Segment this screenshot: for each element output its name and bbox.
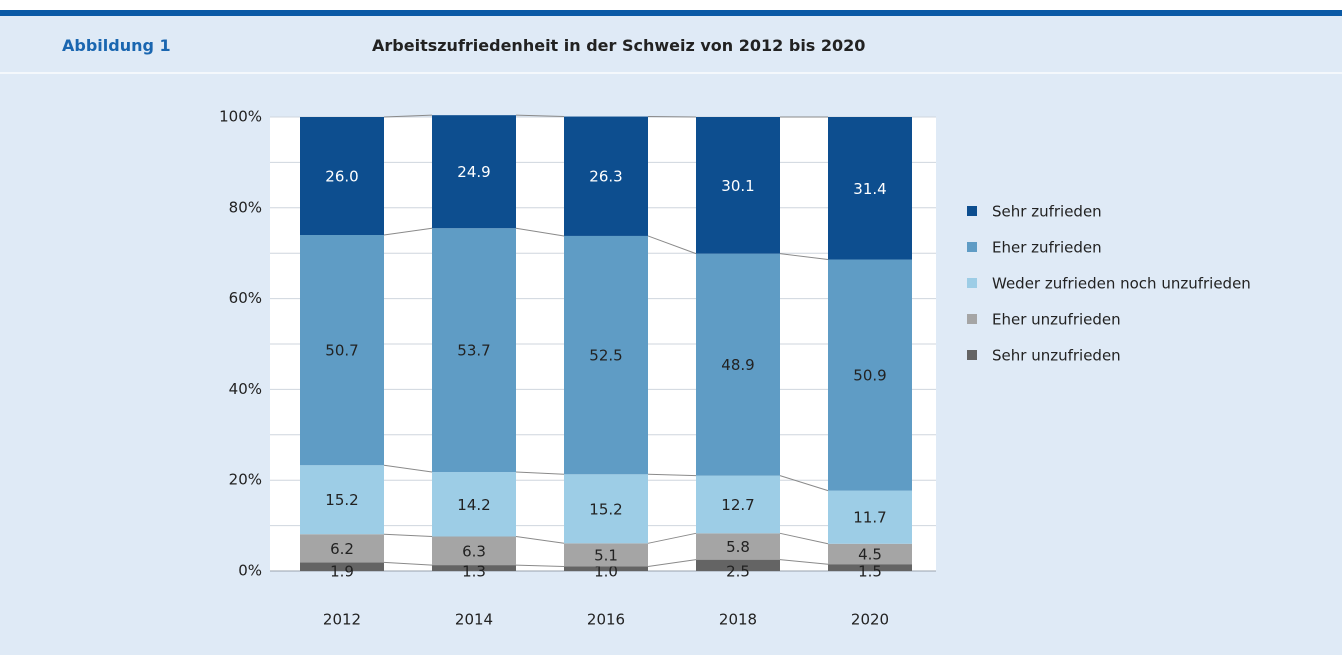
value-label: 53.7 — [457, 342, 490, 360]
connector-line — [383, 561, 433, 566]
value-label: 11.7 — [853, 509, 886, 527]
x-tick-label: 2018 — [719, 611, 757, 629]
legend-swatch — [967, 314, 977, 324]
bar-segment — [828, 543, 912, 565]
bar-segment — [300, 117, 384, 236]
bar-segment — [696, 117, 780, 254]
legend-label: Sehr zufrieden — [992, 203, 1102, 221]
value-label: 15.2 — [589, 500, 622, 518]
legend-swatch — [967, 206, 977, 216]
value-label: 12.7 — [721, 496, 754, 514]
bar-segment — [828, 564, 912, 571]
connector-line — [383, 533, 433, 537]
bar-segment — [432, 565, 516, 571]
connector-line — [779, 253, 829, 261]
connector-line — [515, 227, 565, 237]
connector-line — [383, 114, 433, 118]
value-label: 30.1 — [721, 177, 754, 195]
y-tick-label: 100% — [219, 108, 262, 126]
legend-swatch — [967, 278, 977, 288]
bar-segment — [564, 474, 648, 544]
value-label: 1.0 — [594, 563, 618, 581]
connector-line — [515, 114, 565, 118]
value-label: 52.5 — [589, 347, 622, 365]
value-label: 50.7 — [325, 342, 358, 360]
bar-segment — [432, 472, 516, 537]
value-label: 31.4 — [853, 180, 886, 198]
bar-segment — [828, 490, 912, 544]
bar-segment — [696, 533, 780, 560]
figure-header — [0, 16, 1342, 74]
x-tick-label: 2020 — [851, 611, 889, 629]
x-tick-label: 2012 — [323, 611, 361, 629]
value-label: 6.3 — [462, 542, 486, 560]
legend-label: Sehr unzufrieden — [992, 347, 1121, 365]
bar-segment — [828, 259, 912, 491]
y-tick-label: 60% — [229, 289, 262, 307]
bar-segment — [564, 566, 648, 571]
value-label: 48.9 — [721, 356, 754, 374]
value-label: 5.1 — [594, 546, 618, 564]
connector-line — [647, 559, 697, 567]
x-tick-label: 2014 — [455, 611, 493, 629]
bar-segment — [696, 253, 780, 476]
value-label: 26.3 — [589, 168, 622, 186]
y-tick-label: 40% — [229, 380, 262, 398]
value-label: 6.2 — [330, 540, 354, 558]
value-label: 1.5 — [858, 563, 882, 581]
value-label: 1.9 — [330, 563, 354, 581]
connector-line — [647, 473, 697, 477]
x-tick-label: 2016 — [587, 611, 625, 629]
bar-segment — [300, 465, 384, 535]
bar-segment — [432, 228, 516, 473]
bar-segment — [828, 117, 912, 260]
connector-line — [515, 564, 565, 567]
bar-segment — [300, 534, 384, 563]
connector-line — [383, 227, 433, 236]
legend-swatch — [967, 350, 977, 360]
bar-segment — [696, 475, 780, 534]
bar-segment — [564, 116, 648, 236]
value-label: 4.5 — [858, 545, 882, 563]
chart-title: Arbeitszufriedenheit in der Schweiz von … — [372, 36, 866, 55]
connector-line — [515, 536, 565, 544]
value-label: 26.0 — [325, 168, 358, 186]
y-tick-label: 20% — [229, 471, 262, 489]
legend-label: Eher unzufrieden — [992, 311, 1121, 329]
y-tick-label: 0% — [238, 562, 262, 580]
figure-label: Abbildung 1 — [62, 36, 171, 55]
bar-segment — [300, 235, 384, 466]
bar-segment — [564, 543, 648, 567]
connector-line — [647, 235, 697, 255]
value-label: 2.5 — [726, 563, 750, 581]
connector-line — [647, 532, 697, 544]
connector-line — [383, 464, 433, 473]
value-label: 15.2 — [325, 491, 358, 509]
value-label: 1.3 — [462, 563, 486, 581]
connector-line — [515, 471, 565, 475]
legend-swatch — [967, 242, 977, 252]
y-tick-label: 80% — [229, 198, 262, 216]
legend-label: Eher zufrieden — [992, 239, 1102, 257]
connector-line — [779, 532, 829, 545]
bar-segment — [300, 562, 384, 571]
value-label: 5.8 — [726, 538, 750, 556]
bar-segment — [564, 235, 648, 475]
value-label: 14.2 — [457, 496, 490, 514]
bar-segment — [432, 536, 516, 566]
value-label: 24.9 — [457, 163, 490, 181]
connector-line — [779, 559, 829, 565]
bar-segment — [696, 559, 780, 571]
bar-segment — [432, 115, 516, 229]
connector-line — [779, 475, 829, 492]
legend-label: Weder zufrieden noch unzufrieden — [992, 275, 1251, 293]
value-label: 50.9 — [853, 367, 886, 385]
